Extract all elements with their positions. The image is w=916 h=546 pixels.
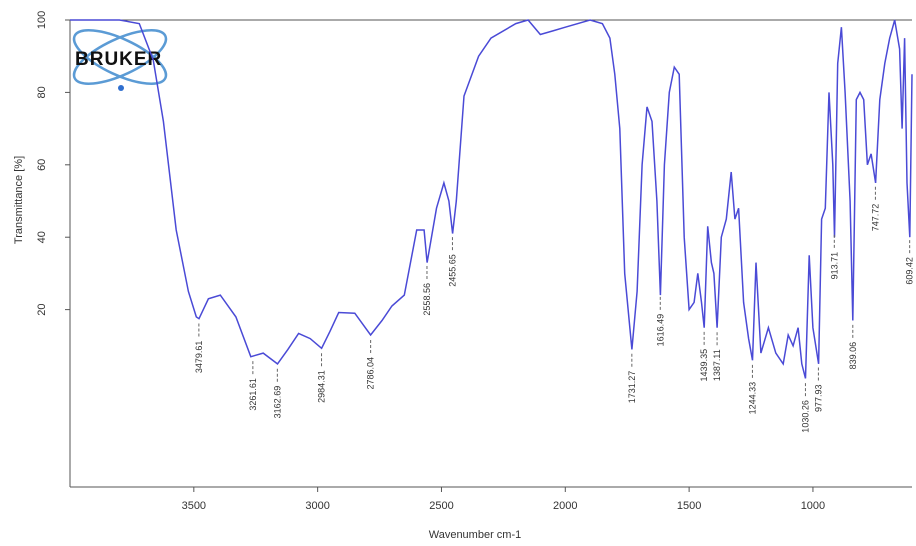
peak-label: 977.93 bbox=[813, 384, 823, 412]
x-tick-label: 2000 bbox=[553, 500, 577, 512]
logo-orbit bbox=[72, 29, 168, 85]
peak-label: 609.42 bbox=[905, 257, 915, 285]
y-tick-label: 80 bbox=[36, 86, 48, 98]
peak-label: 839.06 bbox=[848, 342, 858, 370]
peak-label: 3162.69 bbox=[272, 386, 282, 419]
x-tick-label: 2500 bbox=[429, 500, 453, 512]
y-tick-label: 20 bbox=[36, 303, 48, 315]
peak-label: 2455.65 bbox=[447, 254, 457, 287]
x-tick-label: 1500 bbox=[677, 500, 701, 512]
x-axis-label: Wavenumber cm-1 bbox=[429, 529, 522, 541]
peak-label: 1387.11 bbox=[712, 349, 722, 381]
peak-label: 3479.61 bbox=[194, 341, 204, 374]
peak-label: 1244.33 bbox=[747, 382, 757, 415]
y-tick-label: 100 bbox=[36, 11, 48, 29]
peak-label: 1616.49 bbox=[655, 314, 665, 347]
x-tick-label: 3000 bbox=[305, 500, 329, 512]
bruker-logo: BRUKER bbox=[72, 29, 168, 91]
logo-text: BRUKER bbox=[75, 49, 162, 70]
spectrum-line bbox=[70, 19, 913, 379]
peak-label: 1030.26 bbox=[800, 400, 810, 433]
peak-label: 747.72 bbox=[870, 204, 880, 232]
y-tick-label: 60 bbox=[36, 159, 48, 171]
x-tick-label: 3500 bbox=[182, 500, 206, 512]
peak-label: 1731.27 bbox=[627, 371, 637, 404]
logo-dot bbox=[118, 85, 124, 91]
peak-label: 3261.61 bbox=[248, 378, 258, 411]
peak-label: 2558.56 bbox=[422, 283, 432, 316]
logo-orbit bbox=[72, 29, 168, 85]
peak-label: 2984.31 bbox=[317, 370, 327, 403]
y-tick-label: 40 bbox=[36, 231, 48, 243]
peak-label: 2786.04 bbox=[366, 357, 376, 390]
peak-label: 1439.35 bbox=[699, 349, 709, 382]
peak-label: 913.71 bbox=[829, 252, 839, 280]
x-tick-label: 1000 bbox=[801, 500, 825, 512]
y-axis-label: Transmittance [%] bbox=[13, 156, 25, 244]
